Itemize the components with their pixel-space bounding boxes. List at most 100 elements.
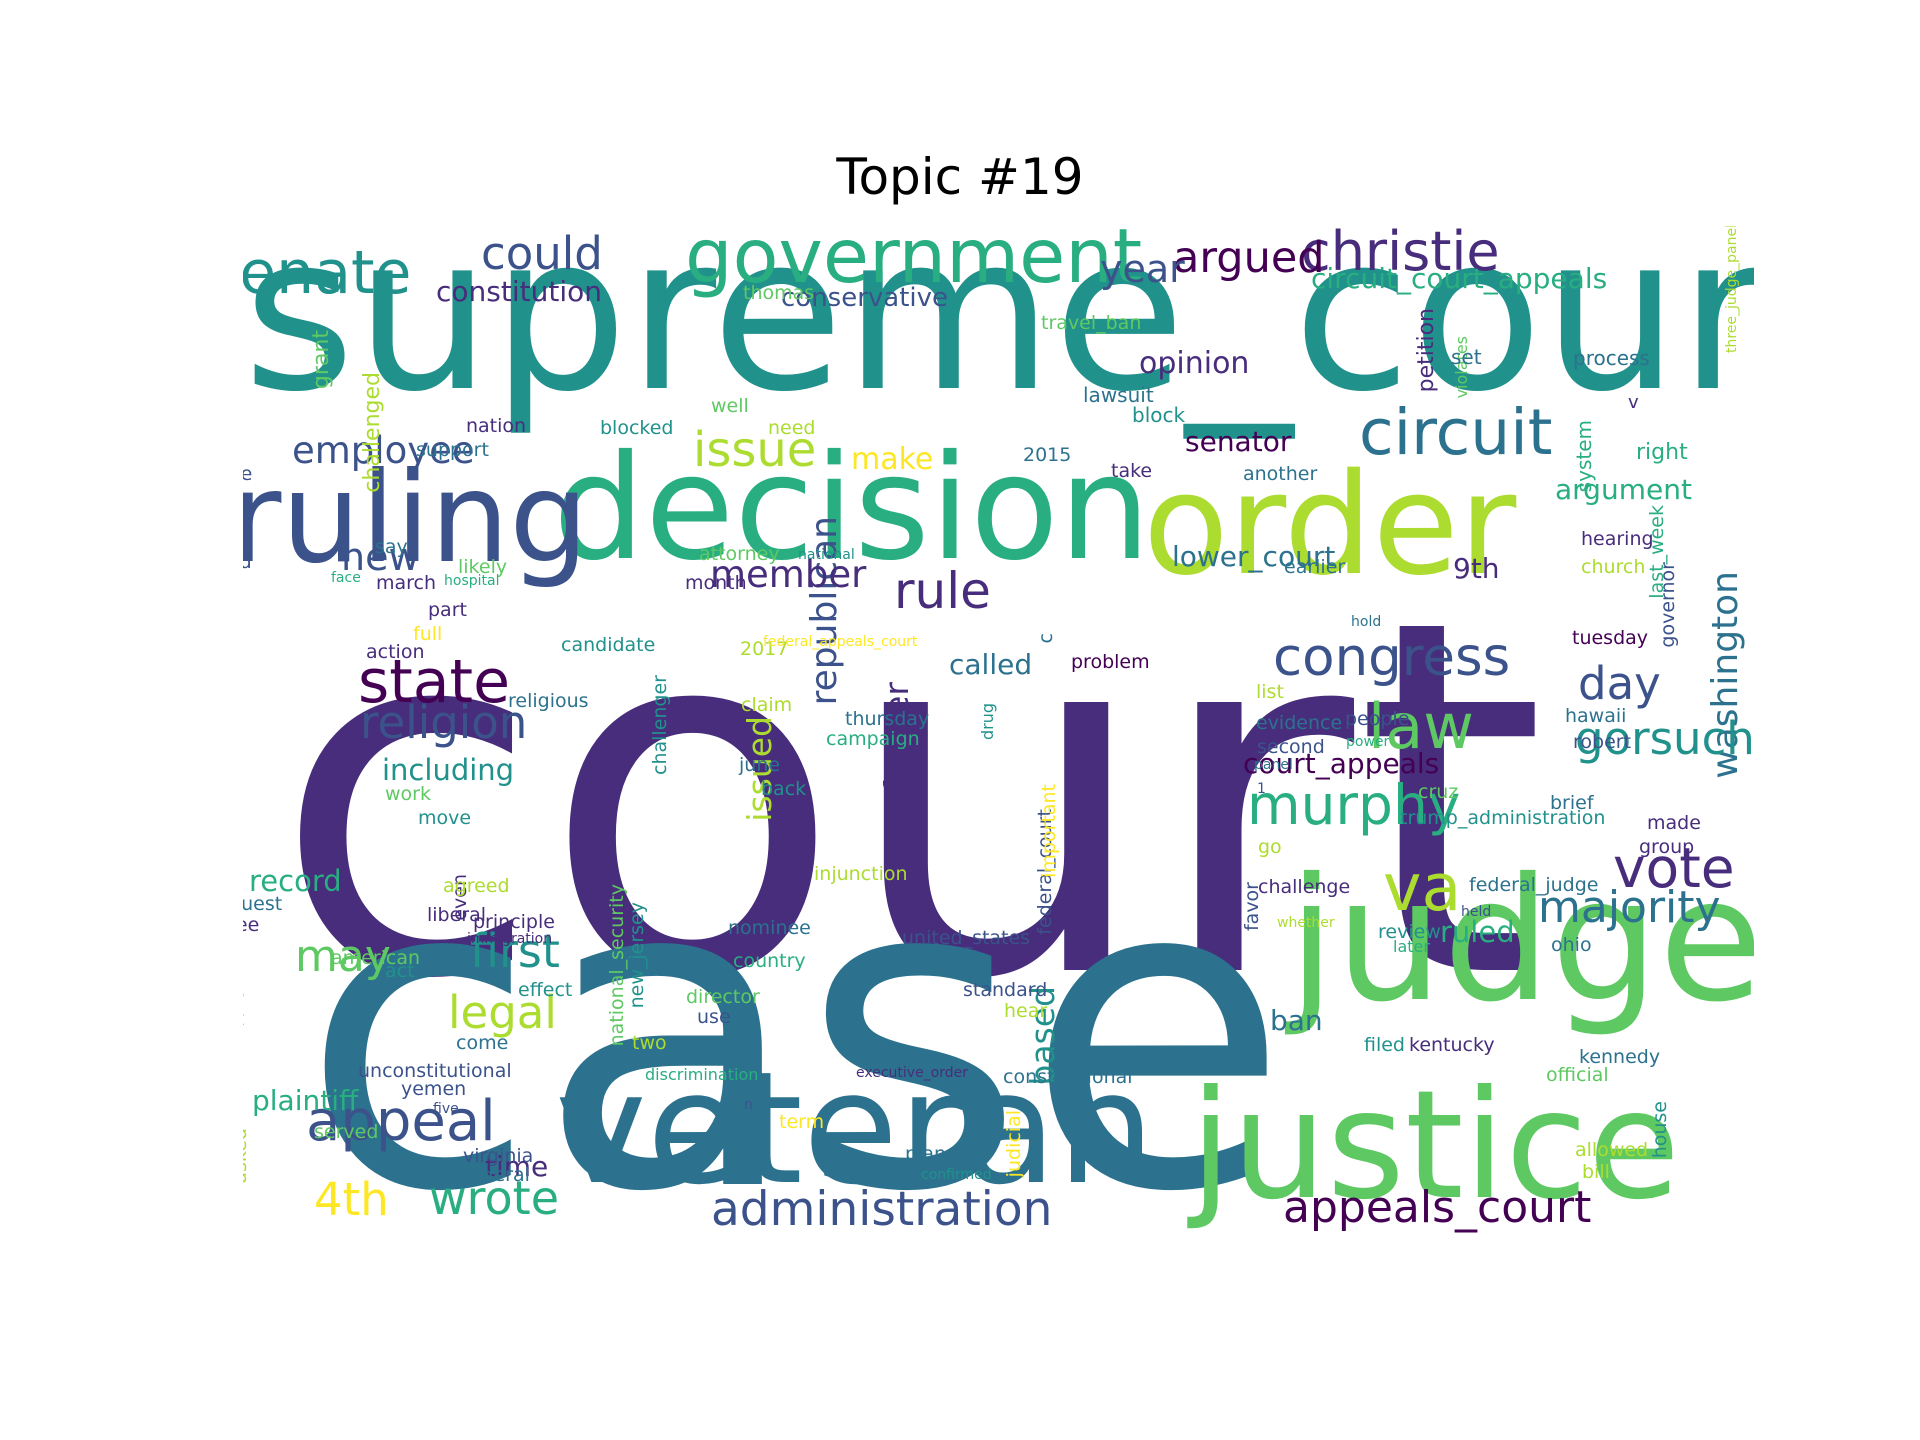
cloud-word: government [685, 226, 1143, 300]
cloud-word: challenged [360, 372, 385, 493]
cloud-word: time [485, 1150, 549, 1183]
cloud-word: issue [693, 422, 817, 478]
cloud-word: march [376, 572, 437, 594]
cloud-word: gorsuch [1575, 712, 1754, 765]
cloud-word: 1 [1257, 781, 1266, 797]
cloud-word: hawaii [1565, 705, 1627, 727]
cloud-word: drug [978, 703, 997, 741]
cloud-word: review [1378, 921, 1441, 943]
cloud-word: argued [1173, 233, 1325, 283]
cloud-word: first [470, 924, 560, 978]
cloud-word: religion [360, 696, 528, 749]
cloud-word: request [243, 893, 283, 915]
cloud-word: blocked [600, 417, 674, 439]
cloud-word: people [1345, 708, 1410, 730]
cloud-word: rule [894, 562, 991, 620]
cloud-word: kentucky [1409, 1034, 1495, 1056]
cloud-word: power [1346, 734, 1390, 750]
cloud-word: circuit_court_appeals [1311, 262, 1608, 295]
cloud-word: evidence [1256, 712, 1343, 734]
cloud-word: liberal [427, 904, 487, 926]
cloud-word: thomas [743, 282, 815, 304]
cloud-word: brief [1550, 792, 1594, 814]
cloud-word: majority [1538, 882, 1721, 933]
cloud-word: challenger [649, 675, 671, 775]
cloud-word: va [1383, 851, 1462, 926]
cloud-word: support [416, 439, 489, 461]
cloud-word: national [798, 547, 855, 563]
cloud-word: effect [518, 979, 573, 1001]
cloud-word: grant [309, 330, 334, 390]
cloud-word: new_jersey [626, 902, 648, 1009]
cloud-word: standard [963, 979, 1048, 1001]
cloud-word: earlier [1284, 556, 1346, 578]
cloud-word: american [331, 947, 421, 969]
cloud-word: face [331, 570, 361, 586]
cloud-word: unconstitutional [358, 1060, 512, 1082]
cloud-word: since [243, 463, 253, 485]
word-cloud: court case supreme_court decision judge justi… [243, 226, 1754, 1242]
cloud-word: federal_appeals_court [763, 634, 918, 650]
cloud-word: hold [1351, 614, 1382, 630]
cloud-word: favor [1241, 882, 1263, 932]
cloud-word: bill [1582, 1161, 1610, 1183]
cloud-word: important [1038, 784, 1060, 878]
cloud-word: later [1393, 937, 1430, 956]
cloud-word: candidate [561, 634, 656, 656]
cloud-word: robert [1573, 731, 1632, 753]
cloud-word: national_security [606, 884, 628, 1047]
cloud-word: director [686, 986, 760, 1008]
cloud-word: part [428, 599, 467, 621]
cloud-word: block [1132, 403, 1186, 427]
cloud-word: move [418, 807, 472, 829]
cloud-word: appeal [306, 1089, 496, 1154]
cloud-word: v [1628, 392, 1639, 413]
cloud-word: judicial [1003, 1110, 1025, 1178]
cloud-word: conservative [781, 283, 949, 313]
cloud-word: made [1647, 812, 1701, 834]
cloud-word: veteran [555, 1038, 1156, 1219]
cloud-word: challenge [1258, 876, 1351, 898]
cloud-word: list [1256, 681, 1284, 703]
cloud-word: justice [1190, 1059, 1681, 1233]
cloud-word: house [1649, 1101, 1671, 1159]
cloud-word: hear [1004, 1000, 1048, 1022]
cloud-word: administration [711, 1182, 1053, 1237]
cloud-word: asked [243, 1128, 251, 1184]
cloud-word: court_appeals [1243, 747, 1440, 780]
cloud-word: work [385, 783, 431, 805]
cloud-word: panel [1254, 757, 1293, 773]
cloud-word: nominee [728, 917, 811, 939]
cloud-word: three [243, 914, 260, 936]
cloud-word: whether [1277, 915, 1335, 931]
cloud-word: christie [1301, 226, 1500, 283]
cloud-word: limit [243, 1010, 244, 1029]
cloud-word: state [358, 647, 510, 717]
cloud-word: tuesday [1572, 627, 1649, 649]
cloud-word: ban [1270, 1004, 1323, 1037]
cloud-word: virginia [463, 1145, 534, 1167]
cloud-word: held [1461, 904, 1492, 920]
cloud-word: three_judge_panel [1724, 226, 1740, 354]
cloud-word: may [295, 931, 391, 982]
cloud-word: lower_court [1172, 540, 1336, 573]
cloud-word: constitutional [1003, 1066, 1133, 1088]
cloud-word: 2015 [1023, 444, 1072, 466]
cloud-word: kennedy [1579, 1046, 1661, 1068]
cloud-word: agreed [443, 875, 510, 897]
cloud-word: vote [1613, 836, 1735, 900]
cloud-word: church [1581, 556, 1646, 578]
cloud-word: term [779, 1111, 825, 1133]
cloud-word: process [1573, 346, 1650, 370]
cloud-word: new [341, 535, 420, 579]
cloud-word: constitution [436, 275, 602, 308]
cloud-word: case [301, 786, 1290, 1242]
cloud-word: could [481, 227, 603, 280]
cloud-word: discrimination [645, 1065, 759, 1084]
cloud-word: official [1546, 1064, 1609, 1086]
cloud-word: give [243, 986, 244, 1005]
cloud-word: argument [1555, 473, 1692, 506]
cloud-word: republican [804, 516, 845, 706]
cloud-word: murphy [1247, 773, 1461, 837]
cloud-word: federal [463, 1164, 530, 1186]
